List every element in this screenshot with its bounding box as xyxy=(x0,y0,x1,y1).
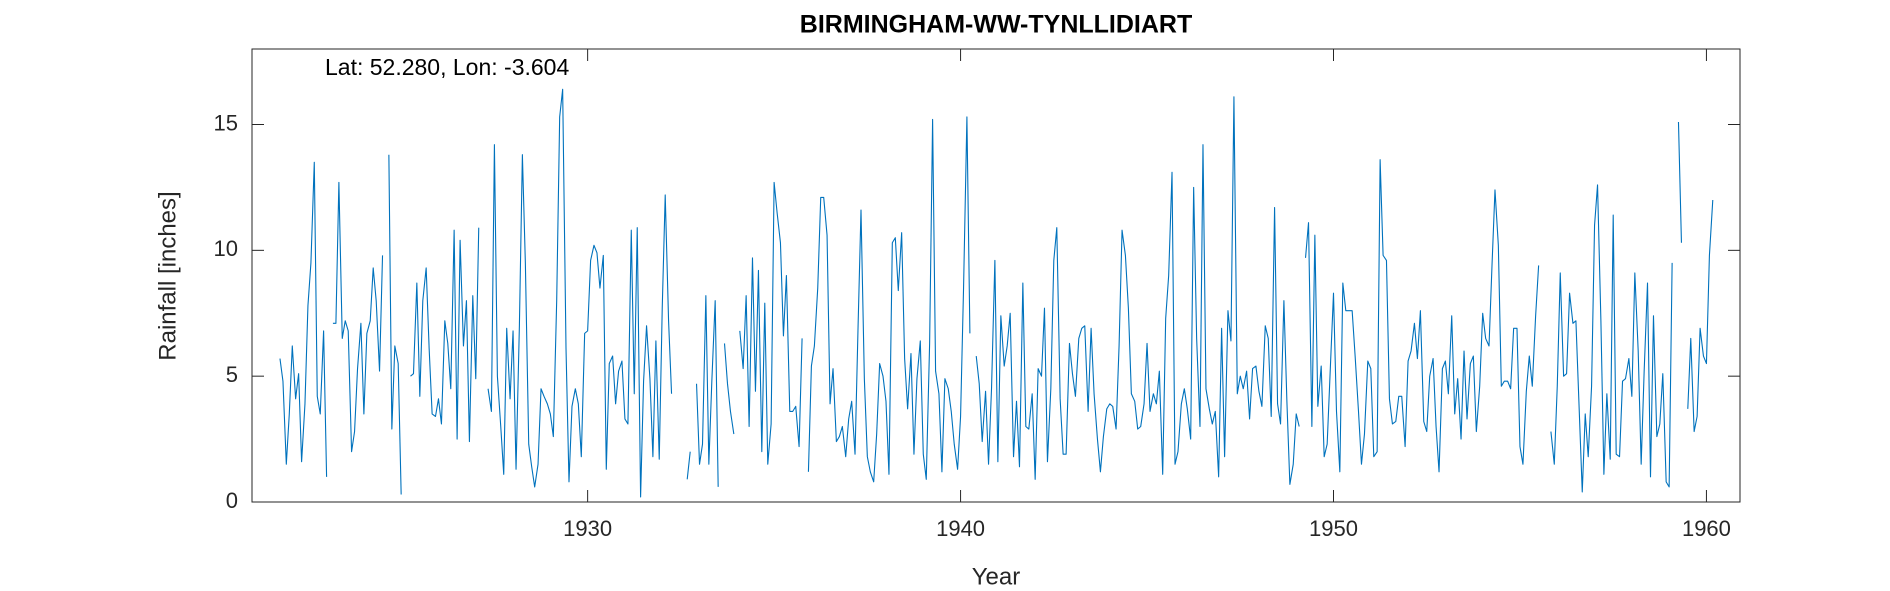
y-tick-label: 15 xyxy=(214,110,238,135)
y-axis-label: Rainfall [inches] xyxy=(154,191,181,360)
y-tick-label: 10 xyxy=(214,236,238,261)
x-tick-label: 1960 xyxy=(1682,516,1731,541)
x-tick-label: 1940 xyxy=(936,516,985,541)
chart-title: BIRMINGHAM-WW-TYNLLIDIART xyxy=(800,11,1192,39)
x-tick-label: 1950 xyxy=(1309,516,1358,541)
data-line xyxy=(279,88,1714,498)
x-tick-label: 1930 xyxy=(563,516,612,541)
annotation: Lat: 52.280, Lon: -3.604 xyxy=(325,54,569,80)
axes-box xyxy=(251,48,1741,503)
y-tick-label: 5 xyxy=(226,362,238,387)
x-axis-label: Year xyxy=(972,563,1021,590)
y-tick-label: 0 xyxy=(226,488,238,513)
